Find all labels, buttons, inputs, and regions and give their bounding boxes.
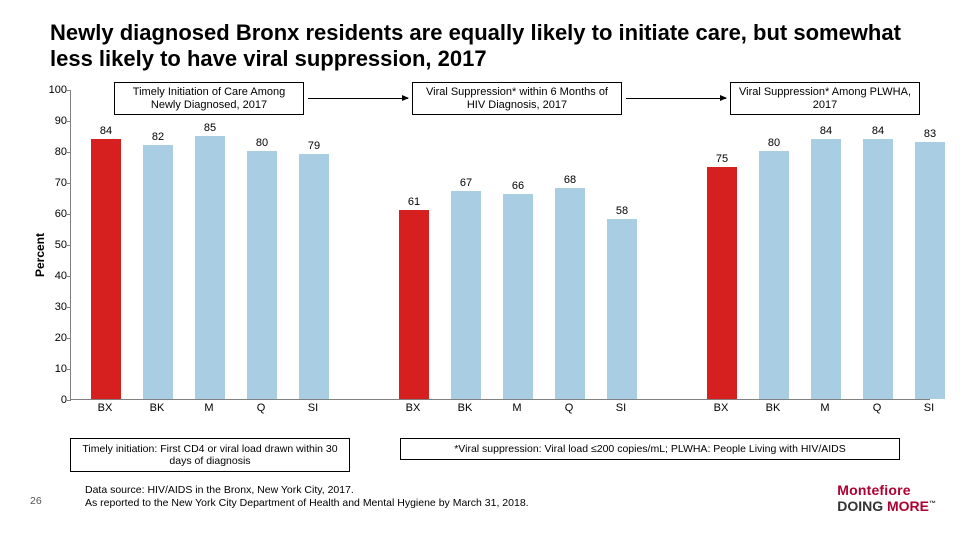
bar <box>143 145 173 399</box>
y-tick: 40 <box>41 270 67 282</box>
x-tick-label: BX <box>406 402 421 414</box>
page-title: Newly diagnosed Bronx residents are equa… <box>50 20 920 73</box>
bar-value-label: 85 <box>204 122 216 134</box>
y-tick-mark <box>67 214 71 215</box>
x-tick-label: BK <box>150 402 165 414</box>
page-number: 26 <box>30 495 42 507</box>
y-tick-mark <box>67 400 71 401</box>
y-tick-mark <box>67 369 71 370</box>
logo: Montefiore DOING MORE™ <box>837 482 936 514</box>
x-tick-label: BX <box>714 402 729 414</box>
x-tick-label: BK <box>766 402 781 414</box>
bar <box>607 219 637 399</box>
y-tick-mark <box>67 121 71 122</box>
y-tick-mark <box>67 276 71 277</box>
data-source: Data source: HIV/AIDS in the Bronx, New … <box>85 484 685 510</box>
bar-value-label: 84 <box>820 125 832 137</box>
data-source-line1: Data source: HIV/AIDS in the Bronx, New … <box>85 484 685 497</box>
bar-value-label: 75 <box>716 153 728 165</box>
y-tick-mark <box>67 245 71 246</box>
bar-value-label: 84 <box>100 125 112 137</box>
x-tick-label: SI <box>308 402 318 414</box>
bar-value-label: 80 <box>768 137 780 149</box>
logo-tag-a: DOING <box>837 498 887 514</box>
bar-value-label: 84 <box>872 125 884 137</box>
x-tick-label: BK <box>458 402 473 414</box>
x-tick-label: Q <box>873 402 882 414</box>
bar-value-label: 67 <box>460 177 472 189</box>
bar <box>863 139 893 399</box>
bar <box>299 154 329 399</box>
bar <box>707 167 737 400</box>
x-tick-label: M <box>204 402 213 414</box>
bar <box>91 139 121 399</box>
logo-tm: ™ <box>929 500 936 507</box>
bar <box>555 188 585 399</box>
bar <box>915 142 945 399</box>
bar-value-label: 66 <box>512 180 524 192</box>
x-tick-label: SI <box>924 402 934 414</box>
bar-value-label: 58 <box>616 205 628 217</box>
logo-brand: Montefiore <box>837 482 936 498</box>
bar <box>247 151 277 399</box>
y-tick-mark <box>67 152 71 153</box>
y-tick-mark <box>67 183 71 184</box>
x-tick-label: SI <box>616 402 626 414</box>
bar-value-label: 61 <box>408 196 420 208</box>
x-tick-label: Q <box>565 402 574 414</box>
y-tick: 80 <box>41 146 67 158</box>
bar-value-label: 82 <box>152 131 164 143</box>
bar <box>811 139 841 399</box>
x-labels-row: BXBKMQSIBXBKMQSIBXBKMQSI <box>70 402 930 422</box>
bar-value-label: 68 <box>564 174 576 186</box>
y-tick: 100 <box>41 84 67 96</box>
slide-root: Newly diagnosed Bronx residents are equa… <box>0 0 960 540</box>
y-tick: 10 <box>41 363 67 375</box>
bar <box>451 191 481 399</box>
bar <box>195 136 225 400</box>
bar-value-label: 83 <box>924 128 936 140</box>
footnote-right: *Viral suppression: Viral load ≤200 copi… <box>400 438 900 460</box>
y-tick: 0 <box>41 394 67 406</box>
bar-value-label: 79 <box>308 140 320 152</box>
bar-plot: 0102030405060708090100848285807961676668… <box>70 90 930 400</box>
y-tick: 70 <box>41 177 67 189</box>
bar <box>399 210 429 399</box>
footnote-left: Timely initiation: First CD4 or viral lo… <box>70 438 350 472</box>
bar-value-label: 80 <box>256 137 268 149</box>
logo-tagline: DOING MORE™ <box>837 498 936 514</box>
data-source-line2: As reported to the New York City Departm… <box>85 497 685 510</box>
y-tick-mark <box>67 338 71 339</box>
y-tick: 30 <box>41 301 67 313</box>
x-tick-label: BX <box>98 402 113 414</box>
y-tick: 60 <box>41 208 67 220</box>
logo-tag-b: MORE <box>887 498 929 514</box>
x-tick-label: M <box>820 402 829 414</box>
y-tick: 20 <box>41 332 67 344</box>
x-tick-label: M <box>512 402 521 414</box>
x-tick-label: Q <box>257 402 266 414</box>
y-tick: 90 <box>41 115 67 127</box>
y-tick-mark <box>67 307 71 308</box>
y-tick: 50 <box>41 239 67 251</box>
y-tick-mark <box>67 90 71 91</box>
bar <box>759 151 789 399</box>
bar <box>503 194 533 399</box>
chart-area: Percent Timely Initiation of Care Among … <box>40 90 930 420</box>
